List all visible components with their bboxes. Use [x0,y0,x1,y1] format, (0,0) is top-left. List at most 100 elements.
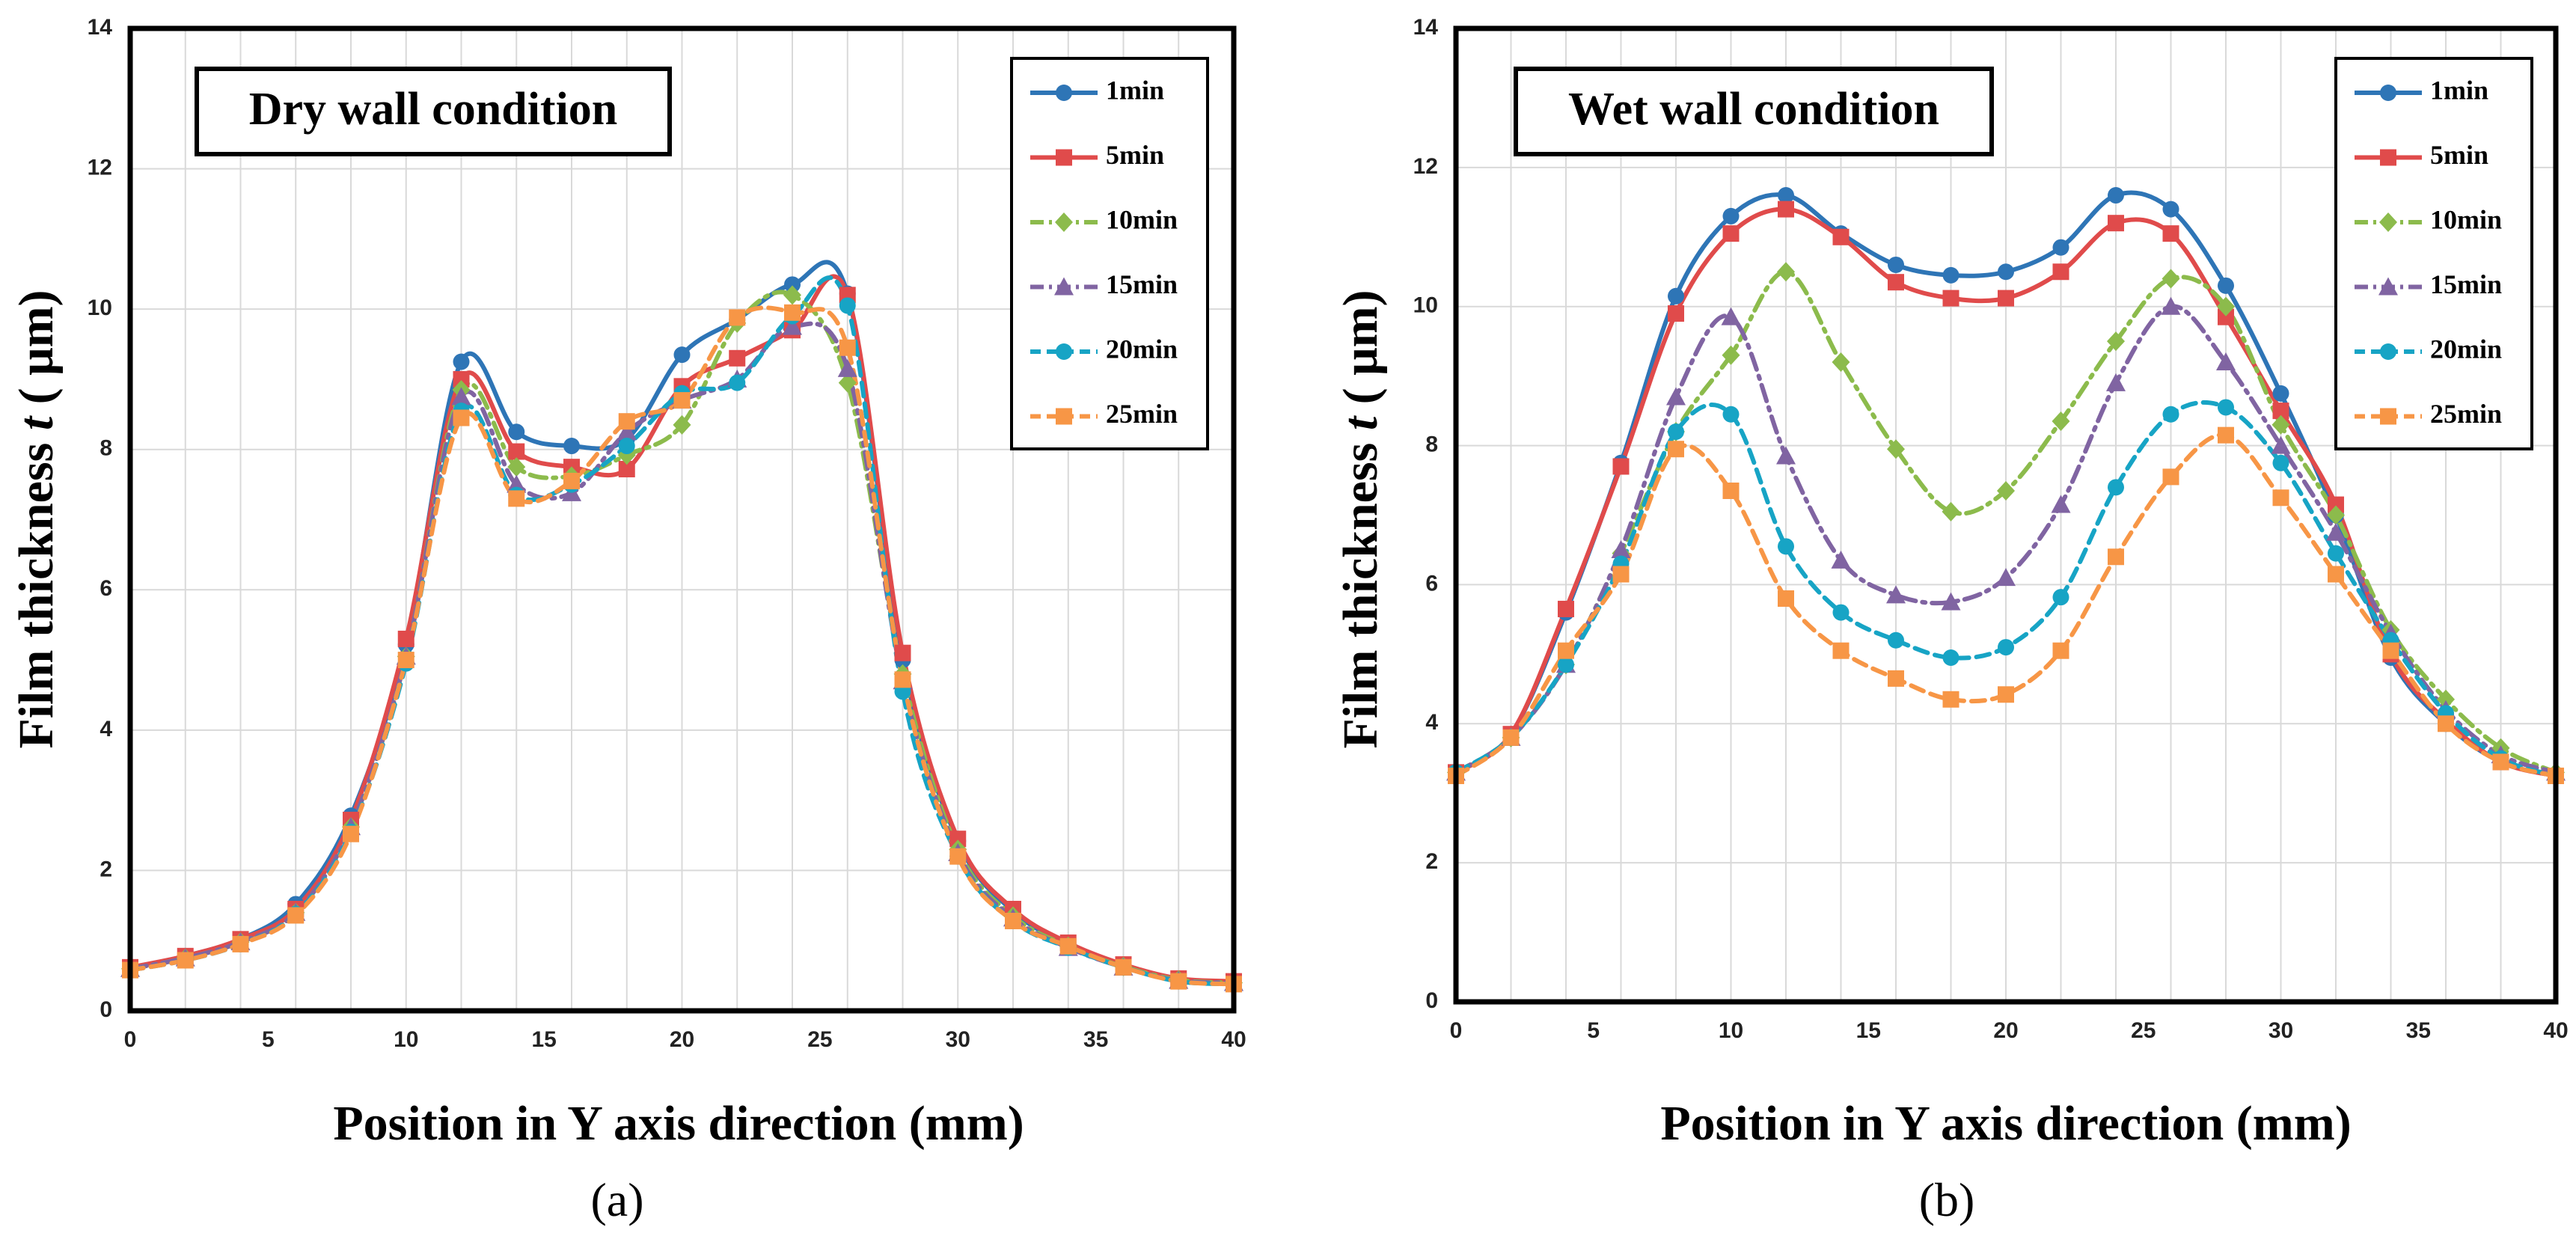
data-point-20min [1942,649,1959,667]
legend-marker-15min [1054,277,1074,296]
plot-frame-a [127,25,1237,1014]
y-tick-label: 12 [1413,154,1438,179]
data-point-1min [2272,385,2289,402]
x-tick-label: 20 [1993,1018,2018,1043]
condition-box-b: Wet wall condition [1514,67,1994,156]
data-point-1min [1998,263,2014,281]
panel-label-a: (a) [590,1173,643,1226]
data-point-5min [2218,308,2234,325]
data-point-25min [1888,670,1904,687]
x-axis-title-a: Position in Y axis direction (mm) [333,1096,1024,1151]
legend-marker-25min [2380,408,2396,425]
data-point-20min [2218,399,2234,416]
data-point-25min [729,309,746,326]
data-point-5min [1998,290,2014,307]
data-point-15min [507,474,527,493]
data-point-25min [177,952,194,969]
y-tick-label: 0 [1425,988,1438,1013]
legend-a: 1min 5min 10min 15min 20min 25min [1010,57,1209,450]
data-point-25min [618,413,635,430]
data-point-10min [2052,412,2070,432]
data-point-5min [508,443,525,460]
data-point-15min [783,316,802,335]
data-point-25min [2272,489,2289,507]
data-point-5min [618,460,635,477]
legend-marker-5min [2380,149,2396,166]
data-point-1min [508,423,525,441]
data-point-5min [1888,274,1904,291]
y-tick-label: 4 [1425,710,1438,735]
data-point-15min [2326,522,2346,541]
y-tick-label: 2 [100,857,112,881]
x-tick-label: 15 [1856,1018,1881,1043]
data-point-25min [1668,441,1684,458]
data-point-5min [1722,225,1740,242]
data-point-25min [2108,548,2124,566]
legend-label-25min: 25min [2430,399,2502,429]
data-point-1min [1722,207,1740,224]
data-point-1min [453,353,470,370]
data-point-10min [1997,480,2015,501]
data-point-25min [2162,468,2179,486]
data-point-10min [2437,689,2455,709]
data-point-25min [1998,686,2014,703]
data-point-15min [2051,495,2071,513]
data-point-20min [2052,589,2069,606]
x-tick-label: 25 [2131,1018,2156,1043]
data-point-25min [2052,642,2069,659]
legend-label-15min: 15min [2430,269,2502,299]
data-point-25min [2492,753,2509,771]
legend-marker-10min [2379,212,2397,232]
data-point-15min [2161,296,2181,315]
data-point-25min [1612,566,1630,583]
data-point-20min [1778,538,1794,555]
legend-label-15min: 15min [1106,269,1178,299]
data-point-25min [2218,426,2234,444]
legend-marker-1min [1056,85,1072,101]
data-point-25min [508,490,525,507]
y-tick-label: 2 [1425,849,1438,874]
data-point-1min [1778,187,1794,204]
data-point-5min [2272,403,2289,420]
data-point-25min [232,935,249,952]
data-point-15min [451,387,471,406]
y-tick-a-top: 14 [88,15,113,40]
legend-label-1min: 1min [1106,75,1164,105]
series-layer-b [1446,187,2566,784]
condition-box-a: Dry wall condition [195,67,672,156]
data-point-15min [2216,352,2236,371]
data-point-20min [2108,479,2124,496]
data-point-5min [729,349,746,367]
data-point-15min [837,358,857,377]
data-point-15min [2271,435,2291,454]
x-tick-label: 10 [394,1027,418,1052]
legend-marker-25min [1056,408,1072,425]
x-tick-label: 15 [531,1027,556,1052]
data-point-1min [1668,287,1684,305]
x-tick-label: 25 [807,1027,832,1052]
data-point-25min [1722,482,1740,499]
data-point-25min [1558,642,1574,659]
data-point-1min [2052,239,2069,256]
data-point-1min [1942,266,1959,284]
legend-label-1min: 1min [2430,75,2488,105]
data-point-20min [1668,423,1684,440]
data-point-10min [1887,439,1905,459]
y-tick-label: 6 [1425,571,1438,596]
data-point-1min [2162,201,2179,218]
data-point-25min [1005,912,1021,929]
data-point-20min [2328,545,2344,562]
data-point-5min [2328,496,2344,513]
data-point-25min [343,825,359,842]
data-point-5min [1612,458,1630,475]
condition-label-a: Dry wall condition [249,84,618,135]
x-tick-label: 5 [262,1027,275,1052]
data-point-5min [397,630,414,647]
data-point-10min [2271,414,2290,435]
x-tick-label: 40 [2543,1018,2568,1043]
data-point-15min [1721,307,1741,325]
data-point-1min [784,276,801,293]
x-axis-title-b: Position in Y axis direction (mm) [1660,1096,2351,1151]
data-point-5min [2162,225,2179,242]
ticks-a: 0 5 10 15 20 25 30 35 40 0 2 4 6 8 10 12 [88,155,1246,1052]
